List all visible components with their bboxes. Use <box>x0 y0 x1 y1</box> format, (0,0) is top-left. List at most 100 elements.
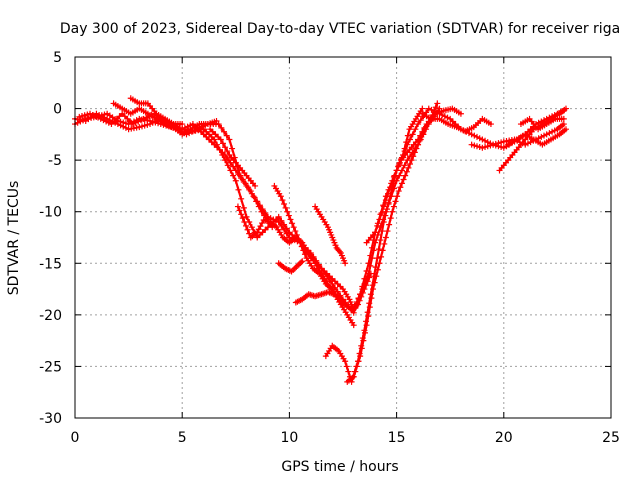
data-point-interp <box>149 119 156 126</box>
data-point-interp <box>428 106 435 113</box>
data-point-interp <box>379 247 386 254</box>
data-point <box>114 121 121 128</box>
data-point-interp <box>382 197 389 204</box>
data-point-interp <box>397 184 404 191</box>
data-point <box>241 219 248 226</box>
data-point <box>487 121 494 128</box>
data-point <box>408 157 415 164</box>
data-point-interp <box>227 167 234 174</box>
data-point <box>342 260 349 267</box>
data-point-interp <box>392 198 399 205</box>
data-point <box>140 115 147 122</box>
data-point-interp <box>400 176 407 183</box>
data-point-interp <box>105 119 112 126</box>
data-point-interp <box>394 193 401 200</box>
data-point-interp <box>398 180 405 187</box>
data-point <box>87 110 94 117</box>
data-point <box>382 234 389 241</box>
data-point <box>243 213 250 220</box>
data-point-interp <box>391 172 398 179</box>
data-point-interp <box>298 243 305 250</box>
data-point-interp <box>259 220 266 227</box>
data-point-interp <box>495 143 502 150</box>
data-point-interp <box>242 222 249 229</box>
data-point-interp <box>374 266 381 273</box>
data-point-interp <box>538 133 545 140</box>
data-point-interp <box>355 358 362 365</box>
data-point-interp <box>498 143 505 150</box>
data-point <box>350 373 357 380</box>
x-tick-label: 25 <box>602 430 620 446</box>
data-point <box>380 219 387 226</box>
data-point-interp <box>358 293 365 300</box>
data-point-interp <box>379 228 386 235</box>
series-s4 <box>110 100 220 138</box>
data-point-interp <box>89 112 96 119</box>
data-point-interp <box>214 141 221 148</box>
data-point <box>217 136 224 143</box>
data-point-interp <box>229 145 236 152</box>
data-point <box>247 188 254 195</box>
data-point-interp <box>78 113 85 120</box>
data-point-interp <box>287 216 294 223</box>
data-point-interp <box>353 363 360 370</box>
data-point-interp <box>387 215 394 222</box>
data-point-interp <box>405 164 412 171</box>
x-tick-label: 15 <box>388 430 406 446</box>
data-point-interp <box>224 162 231 169</box>
data-point-interp <box>295 235 302 242</box>
data-point-interp <box>289 220 296 227</box>
data-point-interp <box>482 137 489 144</box>
data-point-interp <box>84 111 91 118</box>
data-point-interp <box>471 142 478 149</box>
data-point <box>376 260 383 267</box>
data-point-interp <box>135 118 142 125</box>
data-point <box>434 100 441 107</box>
data-point-interp <box>398 167 405 174</box>
data-point-interp <box>281 226 288 233</box>
y-tick-label: -5 <box>48 153 62 169</box>
data-point-interp <box>144 121 151 128</box>
data-point-interp <box>216 146 223 153</box>
data-point <box>372 229 379 236</box>
series-s8 <box>271 182 374 313</box>
y-tick-label: -20 <box>39 308 62 324</box>
data-point-interp <box>292 228 299 235</box>
data-point-interp <box>476 143 483 150</box>
data-point-interp <box>250 193 257 200</box>
data-point <box>179 121 186 128</box>
data-point-interp <box>361 329 368 336</box>
data-point <box>237 172 244 179</box>
data-point-interp <box>365 313 372 320</box>
data-point-interp <box>377 237 384 244</box>
data-point-interp <box>358 345 365 352</box>
data-point-interp <box>411 149 418 156</box>
data-point-interp <box>253 198 260 205</box>
data-point-interp <box>385 190 392 197</box>
y-tick-label: -10 <box>39 205 62 221</box>
data-point-interp <box>378 253 385 260</box>
data-point-interp <box>224 155 231 162</box>
data-point-interp <box>281 221 288 228</box>
data-point <box>97 115 104 122</box>
data-point-interp <box>298 259 305 266</box>
data-point <box>560 115 567 122</box>
data-point-interp <box>551 127 558 134</box>
data-point-interp <box>120 123 127 130</box>
data-point-interp <box>444 114 451 121</box>
data-point-interp <box>441 113 448 120</box>
x-tick-label: 20 <box>495 430 513 446</box>
plot-frame <box>74 56 612 419</box>
data-point-interp <box>390 203 397 210</box>
data-point-interp <box>352 368 359 375</box>
data-point-interp <box>376 216 383 223</box>
series-s10 <box>275 258 306 275</box>
data-point-interp <box>541 132 547 139</box>
data-point-interp <box>300 247 307 254</box>
series-s15 <box>419 110 494 135</box>
data-point-interp <box>366 274 373 281</box>
data-point-interp <box>240 204 247 211</box>
data-point-interp <box>278 217 285 224</box>
data-point-interp <box>143 114 150 121</box>
